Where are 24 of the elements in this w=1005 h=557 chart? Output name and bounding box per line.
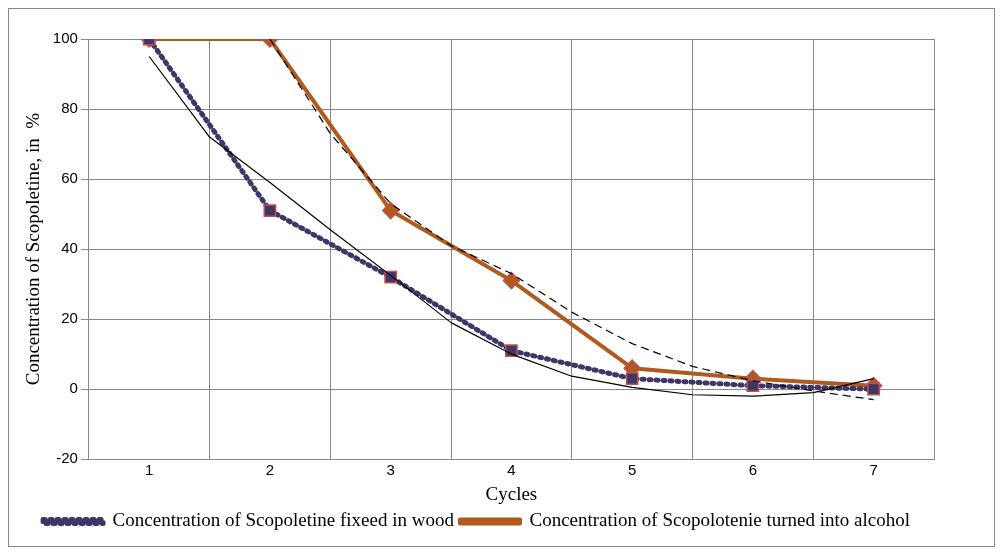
point: [867, 382, 881, 396]
x-tick-label: 2: [265, 461, 275, 479]
legend-label: Concentration of Scopoletine fixeed in wood: [112, 509, 455, 531]
point: [502, 271, 521, 290]
y-tick-label: 20: [61, 309, 78, 327]
y-tick-label: 60: [61, 169, 78, 187]
x-tick-label: 4: [507, 461, 516, 479]
point: [263, 204, 277, 217]
y-axis-title: Concentration of Scopoletine, in %: [22, 112, 44, 386]
x-tick-label: 7: [869, 461, 878, 479]
x-axis-title: Cycles: [485, 482, 538, 504]
y-tick-label: 100: [52, 29, 78, 47]
x-tick-label: 6: [748, 461, 758, 479]
y-tick-label: 40: [61, 239, 78, 257]
legend-label: Concentration of Scopolotenie turned into alcohol: [529, 509, 910, 531]
point: [746, 379, 760, 393]
point: [625, 372, 639, 386]
y-tick-label: 80: [61, 99, 78, 117]
y-tick-label: -20: [56, 449, 78, 467]
x-tick-label: 3: [386, 461, 395, 479]
x-tick-label: 1: [145, 461, 154, 479]
x-tick-label: 5: [627, 461, 637, 479]
point: [381, 201, 400, 220]
y-tick-label: 0: [69, 379, 78, 397]
